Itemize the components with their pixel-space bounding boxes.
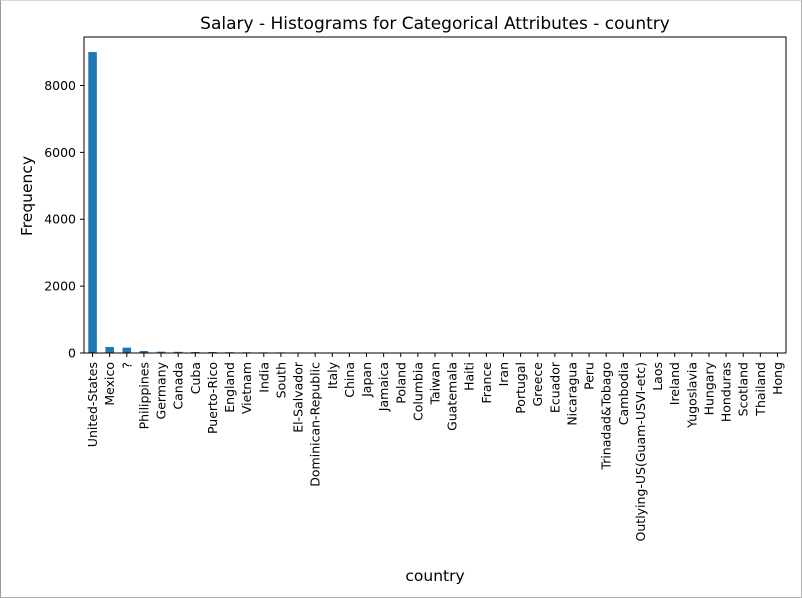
x-tick-label: Poland (393, 362, 408, 404)
x-tick-label: Portugal (513, 362, 528, 414)
x-tick-label: India (256, 362, 271, 393)
x-tick-label: Thailand (753, 362, 768, 417)
bar-4 (156, 351, 166, 353)
x-tick-label: Peru (582, 362, 597, 390)
x-axis-label: country (405, 567, 464, 585)
bars-group (88, 52, 782, 354)
x-tick-label: Germany (154, 361, 169, 419)
x-tick-label: Canada (171, 362, 186, 410)
plot-area-border (83, 36, 787, 354)
x-tick-label: Guatemala (445, 362, 460, 431)
x-tick-label: Ireland (667, 362, 682, 405)
x-tick-label: Cambodia (616, 362, 631, 425)
x-tick-label: United-States (85, 362, 100, 447)
x-tick-label: Scotland (736, 362, 751, 416)
x-tick-label: Philippines (136, 362, 151, 429)
x-tick-label: France (479, 362, 494, 404)
chart-title: Salary - Histograms for Categorical Attr… (200, 14, 670, 34)
x-tick-label: Greece (530, 362, 545, 407)
x-tick-label: Haiti (462, 362, 477, 391)
x-tick-label: Outlying-US(Guam-USVI-etc) (633, 362, 648, 541)
x-tick-label: Jamaica (376, 362, 391, 412)
x-tick-label: Puerto-Rico (205, 362, 220, 434)
x-tick-label: Hungary (701, 361, 716, 415)
x-tick-label: South (273, 362, 288, 398)
x-tick-label: Hong (770, 362, 785, 395)
x-tick-label: Yugoslavia (684, 362, 699, 429)
bar-7 (208, 351, 217, 353)
x-tick-label: Iran (496, 362, 511, 386)
x-tick-label: Ecuador (547, 361, 562, 413)
x-tick-label: Cuba (188, 362, 203, 394)
y-axis: 0 2000 4000 6000 8000 (44, 78, 84, 361)
bar-0 (88, 52, 97, 354)
x-tick-label: El-Salvador (291, 361, 306, 433)
x-tick-label: Trinadad&Tobago (599, 362, 614, 471)
x-tick-label: Columbia (410, 362, 425, 421)
y-tick-label: 8000 (44, 78, 76, 93)
y-tick-label: 2000 (44, 279, 76, 294)
x-tick-label: Honduras (719, 362, 734, 422)
x-tick-label: Vietnam (239, 362, 254, 414)
x-tick-label: Japan (359, 362, 374, 398)
y-axis-label: Frequency (18, 156, 36, 236)
x-tick-label: China (342, 362, 357, 398)
bar-6 (191, 351, 200, 353)
x-tick-label: Nicaragua (564, 362, 579, 426)
y-tick-label: 6000 (44, 145, 76, 160)
bar-5 (173, 351, 183, 353)
x-tick-label: Italy (325, 361, 340, 389)
y-tick-label: 4000 (44, 212, 76, 227)
x-axis: United-States Mexico? Philippines Germany Ca… (85, 353, 785, 541)
x-tick-label: Mexico (102, 362, 117, 406)
bar-1 (105, 346, 114, 353)
x-tick-label: Dominican-Republic (308, 362, 323, 487)
bar-2 (122, 347, 132, 353)
x-tick-label: England (222, 362, 237, 413)
y-tick-label: 0 (68, 346, 76, 361)
x-tick-label: ? (119, 362, 134, 369)
bar-3 (139, 350, 149, 353)
x-tick-label: Laos (650, 362, 665, 391)
x-tick-label: Taiwan (428, 362, 443, 406)
